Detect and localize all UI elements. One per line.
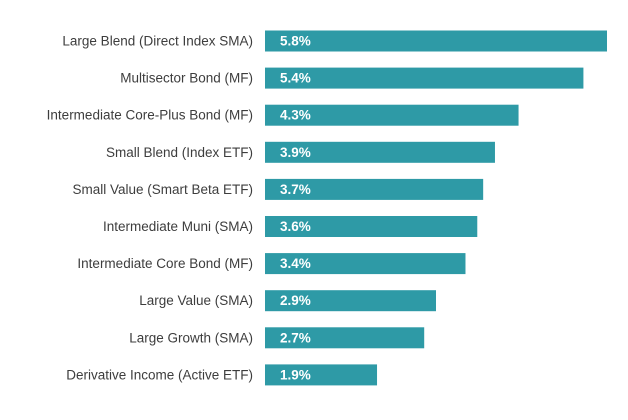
value-label: 5.4%: [280, 71, 311, 86]
value-label: 2.7%: [280, 330, 311, 345]
category-label: Small Value (Smart Beta ETF): [72, 182, 253, 197]
category-label: Intermediate Core Bond (MF): [77, 256, 253, 271]
bar: [265, 364, 378, 386]
value-label: 3.4%: [280, 256, 311, 271]
bar: [265, 67, 584, 89]
bar: [265, 141, 495, 163]
value-label: 3.9%: [280, 145, 311, 160]
bar: [265, 290, 436, 312]
category-label: Multisector Bond (MF): [120, 71, 253, 86]
bar: [265, 178, 484, 200]
category-label: Derivative Income (Active ETF): [66, 367, 253, 382]
value-label: 3.7%: [280, 182, 311, 197]
category-label: Large Value (SMA): [139, 293, 253, 308]
value-label: 4.3%: [280, 108, 311, 123]
bar: [265, 216, 478, 237]
bar: [265, 327, 425, 349]
value-label: 5.8%: [280, 34, 311, 49]
category-label: Large Growth (SMA): [129, 330, 253, 345]
bar: [265, 104, 519, 126]
category-label: Large Blend (Direct Index SMA): [62, 34, 253, 49]
value-label: 2.9%: [280, 293, 311, 308]
category-label: Small Blend (Index ETF): [106, 145, 253, 160]
bar: [265, 253, 466, 275]
value-label: 3.6%: [280, 219, 311, 234]
value-label: 1.9%: [280, 367, 311, 382]
category-label: Intermediate Core-Plus Bond (MF): [47, 108, 253, 123]
category-label: Intermediate Muni (SMA): [103, 219, 253, 234]
bar: [265, 30, 607, 52]
